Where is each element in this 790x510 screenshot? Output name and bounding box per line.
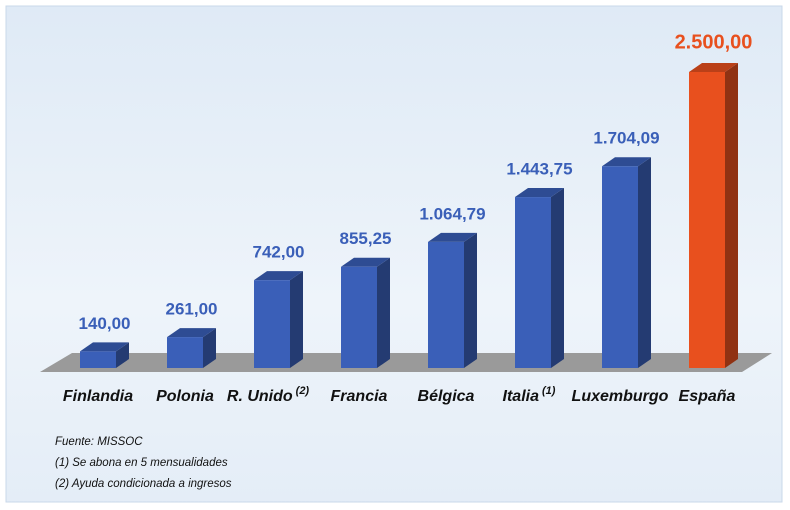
bar bbox=[167, 337, 203, 368]
bar bbox=[80, 351, 116, 368]
category-name: Italia bbox=[503, 388, 540, 405]
value-label: 140,00 bbox=[79, 314, 131, 333]
value-label: 742,00 bbox=[253, 243, 305, 262]
bar-top bbox=[689, 63, 738, 72]
x-tick-label: Finlandia bbox=[63, 388, 133, 405]
value-label: 1.704,09 bbox=[593, 129, 659, 148]
bar bbox=[341, 266, 377, 368]
bar bbox=[428, 241, 464, 368]
footnote: (1) Se abona en 5 mensualidades bbox=[55, 457, 228, 469]
category-name: Bélgica bbox=[418, 388, 475, 405]
category-note: (2) bbox=[296, 385, 310, 397]
value-label: 261,00 bbox=[166, 300, 218, 319]
bar-side bbox=[638, 157, 651, 368]
bar bbox=[254, 280, 290, 368]
x-tick-label: Bélgica bbox=[418, 388, 475, 405]
bar-top bbox=[167, 328, 216, 338]
x-tick-label: Polonia bbox=[156, 388, 214, 405]
bar-side bbox=[203, 328, 216, 368]
bar-top bbox=[515, 188, 564, 198]
category-name: Polonia bbox=[156, 388, 214, 405]
category-name: Francia bbox=[331, 388, 388, 405]
panel bbox=[5, 5, 783, 503]
bar bbox=[602, 166, 638, 368]
bar-top bbox=[428, 232, 477, 242]
bar-side bbox=[551, 188, 564, 368]
bar-top bbox=[80, 342, 129, 352]
bar-side bbox=[725, 63, 738, 368]
bar bbox=[689, 72, 725, 368]
value-label: 855,25 bbox=[340, 229, 392, 248]
category-name: Finlandia bbox=[63, 388, 133, 405]
value-label: 1.064,79 bbox=[419, 204, 485, 223]
value-label: 2.500,00 bbox=[675, 31, 753, 53]
x-tick-label: Luxemburgo bbox=[572, 388, 669, 405]
footnote: Fuente: MISSOC bbox=[55, 436, 143, 448]
category-name: Luxemburgo bbox=[572, 388, 669, 405]
bar-side bbox=[290, 271, 303, 368]
floor bbox=[40, 353, 772, 372]
bar-side bbox=[464, 232, 477, 368]
category-note: (1) bbox=[542, 385, 556, 397]
x-tick-label: Francia bbox=[331, 388, 388, 405]
bar-top bbox=[341, 257, 390, 267]
bar-top bbox=[602, 157, 651, 167]
bar-top bbox=[254, 271, 303, 281]
value-label: 1.443,75 bbox=[506, 160, 572, 179]
category-name: España bbox=[679, 388, 736, 405]
bar bbox=[515, 197, 551, 368]
x-tick-label: Italia (1) bbox=[503, 385, 556, 405]
footnote: (2) Ayuda condicionada a ingresos bbox=[55, 478, 232, 490]
x-tick-label: España bbox=[679, 388, 736, 405]
bar-side bbox=[116, 342, 129, 368]
x-tick-label: R. Unido (2) bbox=[227, 385, 310, 405]
category-name: R. Unido bbox=[227, 388, 293, 405]
bar-side bbox=[377, 257, 390, 368]
